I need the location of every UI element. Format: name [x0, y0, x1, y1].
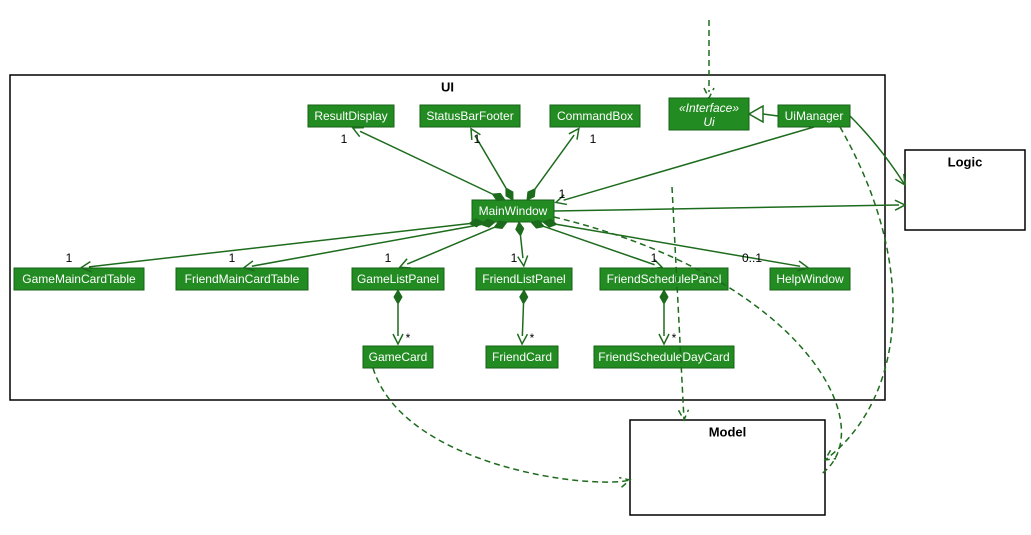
uml-diagram: UI Logic Model ResultDisplay StatusBarFooter…: [0, 0, 1031, 535]
node-friendmaincardtable: FriendMainCardTable: [176, 268, 308, 290]
multiplicity: 1: [559, 187, 566, 201]
multiplicity: *: [406, 331, 411, 345]
composition-diamond: [506, 188, 513, 200]
package-label-logic: Logic: [948, 155, 983, 170]
composition-diamond: [520, 290, 528, 304]
multiplicity: 1: [385, 251, 392, 265]
edge: [407, 227, 494, 264]
dependency-edge: [672, 187, 684, 420]
multiplicity: 1: [474, 132, 481, 146]
node-label: FriendScheduleDayCard: [598, 350, 729, 364]
package-label-ui: UI: [441, 80, 454, 95]
multiplicity: 1: [511, 251, 518, 265]
node-commandbox: CommandBox: [550, 105, 640, 127]
node-stereo: «Interface»: [679, 101, 739, 115]
composition-diamond: [516, 222, 524, 236]
edge: [522, 304, 523, 336]
edge: [564, 127, 814, 200]
node-helpwindow: HelpWindow: [770, 268, 850, 290]
multiplicity: *: [672, 331, 677, 345]
edge: [535, 135, 574, 189]
edge: [521, 236, 523, 258]
edge: [850, 116, 905, 185]
dependency-edge: [825, 127, 893, 460]
node-label: GameMainCardTable: [22, 272, 136, 286]
edge: [252, 225, 481, 267]
node-label: FriendCard: [492, 350, 552, 364]
arrowhead: [895, 174, 905, 185]
multiplicity: 1: [229, 251, 236, 265]
node-gamemaincardtable: GameMainCardTable: [14, 268, 144, 290]
node-friendschedulepanel: FriendSchedulePanel: [600, 268, 728, 290]
multiplicity: 1: [590, 132, 597, 146]
edge: [360, 131, 492, 194]
package-label-model: Model: [709, 425, 747, 440]
node-label: CommandBox: [557, 109, 633, 123]
arrowhead: [704, 88, 714, 98]
edge: [89, 224, 469, 267]
node-friendscheduledaycard: FriendScheduleDayCard: [594, 346, 734, 368]
node-label: FriendSchedulePanel: [607, 272, 722, 286]
node-label: FriendMainCardTable: [185, 272, 300, 286]
dependency-edge: [373, 368, 630, 482]
node-label: GameCard: [369, 350, 428, 364]
node-friendcard: FriendCard: [486, 346, 558, 368]
node-ui: «Interface»Ui: [669, 98, 749, 130]
realization-triangle: [749, 106, 763, 122]
node-label: MainWindow: [479, 204, 548, 218]
multiplicity: 0..1: [742, 251, 762, 265]
realization-edge: [763, 114, 778, 116]
composition-diamond: [394, 290, 402, 304]
node-resultdisplay: ResultDisplay: [308, 105, 394, 127]
arrowhead: [619, 478, 630, 488]
node-statusbarfooter: StatusBarFooter: [420, 105, 520, 127]
multiplicity: 1: [341, 132, 348, 146]
arrowhead: [569, 129, 579, 140]
node-mainwindow: MainWindow: [472, 200, 554, 222]
multiplicity: 1: [66, 251, 73, 265]
multiplicity: *: [530, 331, 535, 345]
multiplicity: 1: [651, 251, 658, 265]
composition-diamond: [660, 290, 668, 304]
edge: [554, 205, 899, 211]
node-label: Ui: [703, 115, 715, 129]
node-label: UiManager: [785, 109, 844, 123]
node-label: ResultDisplay: [314, 109, 387, 123]
node-label: HelpWindow: [776, 272, 844, 286]
node-uimanager: UiManager: [778, 105, 850, 127]
node-gamelistpanel: GameListPanel: [352, 268, 444, 290]
composition-diamond: [527, 189, 535, 200]
node-label: GameListPanel: [357, 272, 439, 286]
node-label: StatusBarFooter: [426, 109, 513, 123]
node-label: FriendListPanel: [482, 272, 565, 286]
node-friendlistpanel: FriendListPanel: [476, 268, 572, 290]
node-gamecard: GameCard: [363, 346, 433, 368]
